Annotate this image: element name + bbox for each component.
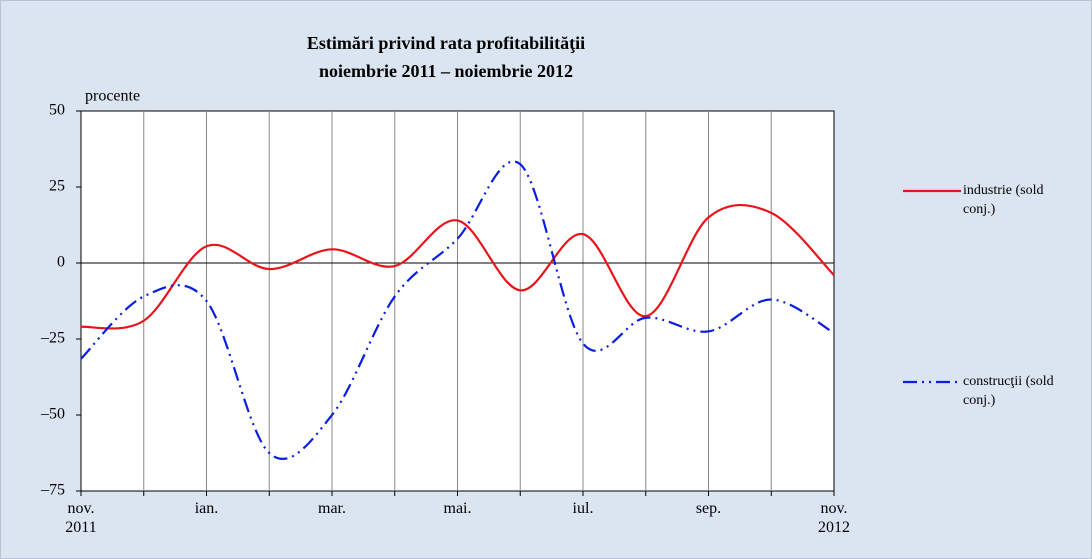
x-tick-label: sep. [695,500,722,517]
series-line [80,160,835,460]
y-tick-label: 0 [57,254,65,271]
x-tick-label: iul. [572,500,594,517]
y-tick-label: –75 [40,482,65,499]
x-tick-label: nov. 2012 [818,500,850,536]
y-axis-label: procente [85,88,140,105]
legend-label: construcţii (sold conj.) [963,374,1054,408]
x-tick-label: mai. [443,500,472,517]
y-tick-label: –50 [40,406,65,423]
legend-label: industrie (sold conj.) [963,183,1044,217]
x-tick-label: ian. [194,500,219,517]
x-tick-label: mar. [318,500,346,517]
series-line [80,204,835,330]
y-tick-label: 50 [49,102,65,119]
y-tick-label: 25 [49,178,65,195]
chart-subtitle: noiembrie 2011 – noiembrie 2012 [319,61,573,81]
chart-title: Estimări privind rata profitabilităţii [307,33,585,53]
y-tick-label: –25 [40,330,65,347]
x-tick-label: nov. 2011 [65,500,97,536]
